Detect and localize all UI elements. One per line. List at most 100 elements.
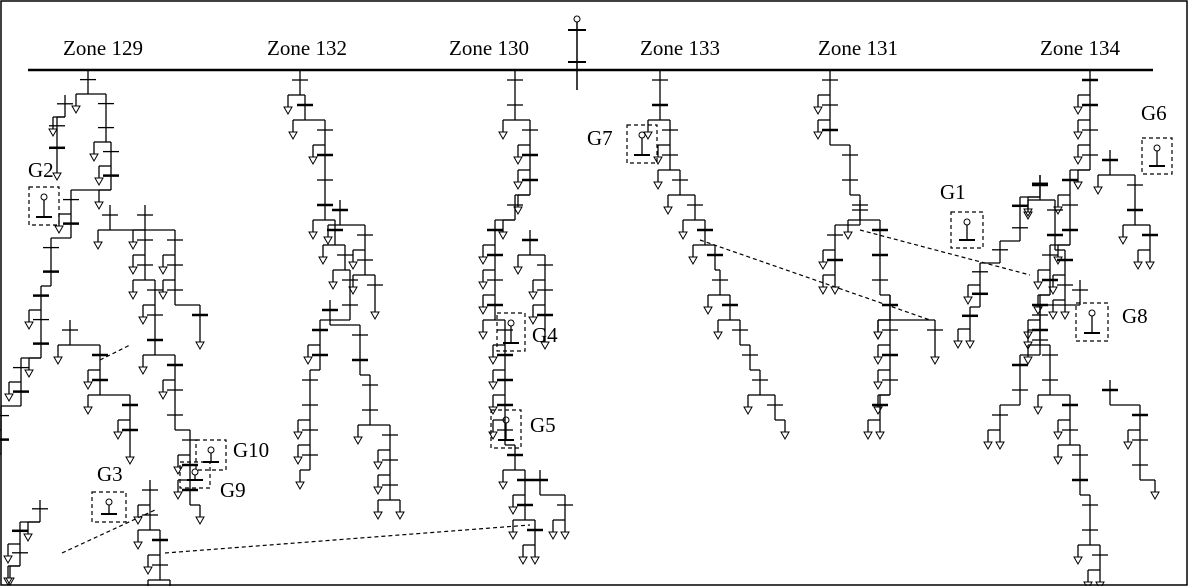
zone-label: Zone 129 <box>63 36 143 60</box>
load <box>679 232 687 239</box>
load <box>55 226 63 233</box>
tie-line <box>62 510 155 553</box>
load <box>1024 357 1032 364</box>
load <box>84 407 92 414</box>
tie-line <box>165 525 530 553</box>
load <box>24 534 32 541</box>
load <box>134 517 142 524</box>
zone-label: Zone 133 <box>640 36 720 60</box>
load <box>1074 182 1082 189</box>
load <box>309 232 317 239</box>
load <box>781 432 789 439</box>
load <box>874 407 882 414</box>
zone-label: Zone 131 <box>818 36 898 60</box>
load <box>174 492 182 499</box>
load <box>1054 432 1062 439</box>
load <box>289 132 297 139</box>
load <box>129 267 137 274</box>
load <box>1119 237 1127 244</box>
load <box>196 517 204 524</box>
generator-label: G6 <box>1141 101 1167 125</box>
load <box>561 532 569 539</box>
load <box>489 432 497 439</box>
load <box>814 132 822 139</box>
load <box>1061 312 1069 319</box>
load <box>72 106 80 113</box>
load <box>1146 262 1154 269</box>
load <box>984 442 992 449</box>
load <box>159 267 167 274</box>
load <box>159 292 167 299</box>
load <box>284 107 292 114</box>
load <box>514 182 522 189</box>
load <box>294 457 302 464</box>
load <box>54 357 62 364</box>
generator-label: G5 <box>530 413 556 437</box>
generator-label: G3 <box>97 462 123 486</box>
load <box>139 367 147 374</box>
load <box>134 542 142 549</box>
generator-symbol <box>639 132 645 138</box>
load <box>479 282 487 289</box>
generator-label: G1 <box>940 180 966 204</box>
load <box>864 432 872 439</box>
load <box>95 202 103 209</box>
load <box>114 432 122 439</box>
load <box>174 467 182 474</box>
load <box>514 157 522 164</box>
load <box>5 394 13 401</box>
load <box>1034 407 1042 414</box>
load <box>1151 492 1159 499</box>
load <box>324 237 332 244</box>
load <box>126 457 134 464</box>
load <box>4 556 12 563</box>
generator-label: G4 <box>532 323 558 347</box>
load <box>1034 307 1042 314</box>
load <box>1074 157 1082 164</box>
load <box>664 207 672 214</box>
load <box>499 132 507 139</box>
load <box>819 262 827 269</box>
load <box>479 257 487 264</box>
load <box>509 507 517 514</box>
load <box>689 257 697 264</box>
source-symbol <box>574 16 580 22</box>
load <box>129 242 137 249</box>
load <box>304 357 312 364</box>
load <box>354 437 362 444</box>
load <box>1124 442 1132 449</box>
load <box>874 382 882 389</box>
load <box>489 357 497 364</box>
load <box>531 557 539 564</box>
generator-symbol <box>192 469 198 475</box>
load <box>296 482 304 489</box>
load <box>874 357 882 364</box>
load <box>374 487 382 494</box>
generator-symbol <box>41 194 47 200</box>
generator-label: G9 <box>220 478 246 502</box>
tie-line <box>700 240 930 320</box>
load <box>819 287 827 294</box>
load <box>396 512 404 519</box>
load <box>479 307 487 314</box>
tie-line <box>100 345 130 360</box>
load <box>489 382 497 389</box>
load <box>159 392 167 399</box>
load <box>329 282 337 289</box>
load <box>931 357 939 364</box>
load <box>1034 282 1042 289</box>
load <box>1074 557 1082 564</box>
load <box>95 178 103 185</box>
load <box>744 407 752 414</box>
load <box>954 341 962 348</box>
load <box>704 307 712 314</box>
generator-label: G8 <box>1122 304 1148 328</box>
load <box>831 287 839 294</box>
tie-line <box>860 230 1030 275</box>
load <box>514 267 522 274</box>
load <box>966 341 974 348</box>
generator-symbol <box>1154 145 1160 151</box>
load <box>84 382 92 389</box>
load <box>349 262 357 269</box>
load <box>714 332 722 339</box>
